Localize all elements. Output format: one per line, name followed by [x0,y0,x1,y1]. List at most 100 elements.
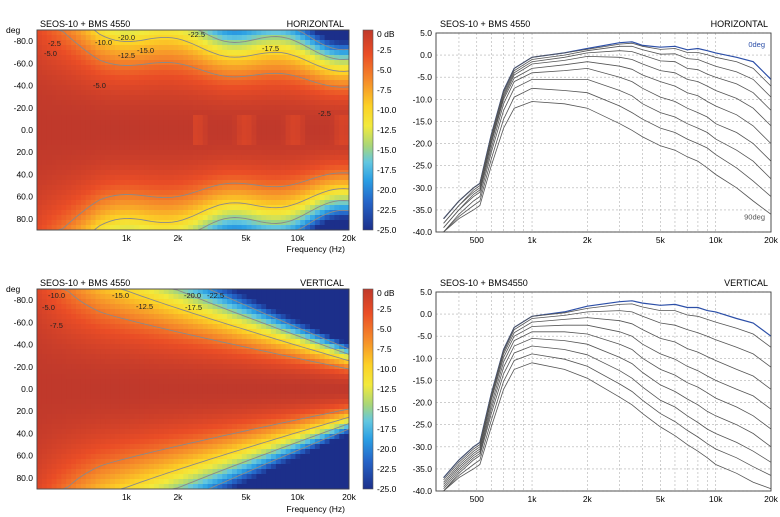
heatmap-cell [246,369,252,375]
heatmap-cell [324,120,330,126]
heatmap-cell [115,225,121,231]
heatmap-cell [163,215,170,221]
heatmap-cell [76,399,82,405]
heatmap-cell [256,439,262,445]
heatmap-cell [115,180,121,186]
heatmap-cell [95,354,101,360]
heatmap-cell [251,130,257,136]
heatmap-cell [80,60,87,66]
heatmap-cell [334,95,340,101]
heatmap-cell [295,65,301,71]
heatmap-cell [100,469,106,475]
heatmap-cell [236,135,243,141]
heatmap-cell [105,150,111,156]
heatmap-cell [202,379,209,385]
heatmap-cell [66,205,72,211]
heatmap-cell [119,150,126,156]
heatmap-cell [144,434,150,440]
linechart-horizontal-xticks: 500 1k 2k 5k 10k 20k [470,235,779,245]
heatmap-cell [173,364,179,370]
heatmap-cell [46,349,53,355]
heatmap-cell [232,349,238,355]
heatmap-cell [61,354,67,360]
heatmap-cell [168,484,174,490]
heatmap-cell [202,349,209,355]
heatmap-cell [246,349,252,355]
heatmap-cell [310,419,316,425]
heatmap-cell [168,314,174,320]
heatmap-cell [246,130,252,136]
heatmap-cell [163,299,170,305]
heatmap-cell [124,170,131,176]
heatmap-cell [246,105,252,111]
heatmap-cell [344,75,350,81]
heatmap-cell [310,215,316,221]
heatmap-cell [193,319,199,325]
heatmap-cell [61,374,67,380]
heatmap-cell [66,339,72,345]
series-line-50deg [443,61,772,228]
heatmap-cell [85,215,92,221]
heatmap-cell [217,409,223,415]
heatmap-cell [66,195,72,201]
heatmap-cell [56,205,62,211]
heatmap-cell [144,344,150,350]
heatmap-cell [285,344,291,350]
heatmap-cell [76,160,82,166]
heatmap-cell [76,35,82,41]
heatmap-cell [105,384,111,390]
heatmap-cell [217,469,223,475]
heatmap-cell [314,105,321,111]
heatmap-cell [158,135,165,141]
heatmap-cell [61,145,67,151]
heatmap-cell [110,45,116,51]
heatmap-cell [241,115,248,121]
heatmap-cell [280,299,287,305]
heatmap-cell [217,454,223,460]
heatmap-cell [173,299,179,305]
heatmap-cell [251,80,257,86]
heatmap-cell [129,314,135,320]
heatmap-cell [188,205,194,211]
heatmap-cell [305,160,311,166]
heatmap-cell [256,364,262,370]
heatmap-cell [232,354,238,360]
heatmap-cell [290,379,296,385]
heatmap-cell [71,369,77,375]
heatmap-cell [275,394,282,400]
heatmap-cell [90,469,96,475]
heatmap-cell [134,140,140,146]
heatmap-cell [285,329,291,335]
heatmap-cell [295,324,301,330]
heatmap-cell [319,120,326,126]
heatmap-cell [290,220,296,226]
heatmap-cell [266,165,272,171]
heatmap-cell [295,125,301,131]
heatmap-cell [105,185,111,191]
heatmap-cell [339,100,345,106]
heatmap-cell [115,384,121,390]
heatmap-cell [305,344,311,350]
heatmap-cell [329,40,335,46]
heatmap-cell [188,60,194,66]
heatmap-cell [300,354,306,360]
heatmap-cell [56,145,62,151]
heatmap-cell [134,329,140,335]
heatmap-cell [241,339,248,345]
heatmap-cell [241,439,248,445]
heatmap-cell [124,444,131,450]
heatmap-cell [300,329,306,335]
heatmap-cell [202,479,209,485]
x-tick-label: 1k [528,235,538,245]
heatmap-cell [310,30,316,36]
heatmap-cell [339,225,345,231]
heatmap-cell [46,125,53,131]
heatmap-cell [295,294,301,300]
heatmap-cell [295,190,301,196]
heatmap-cell [134,165,140,171]
heatmap-cell [115,434,121,440]
heatmap-cell [285,474,291,480]
heatmap-cell [290,304,296,310]
heatmap-cell [193,484,199,490]
heatmap-cell [280,304,287,310]
